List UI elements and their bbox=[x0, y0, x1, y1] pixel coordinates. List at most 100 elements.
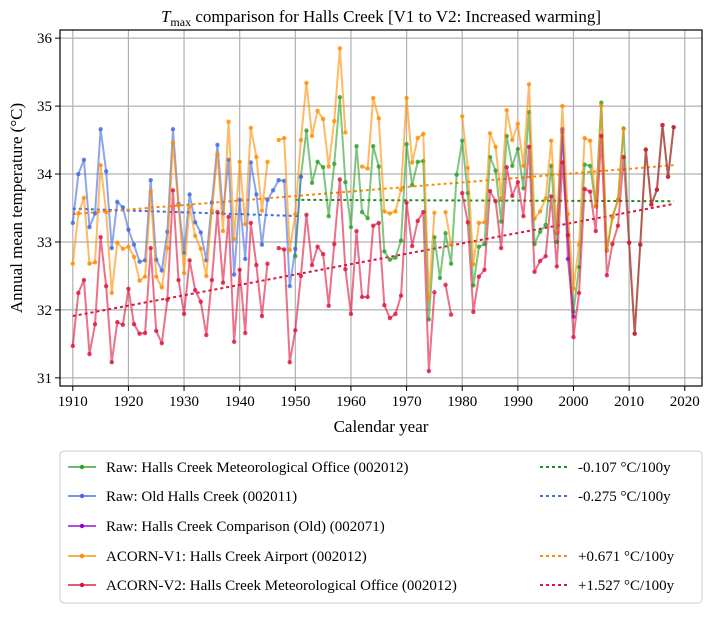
y-tick-label: 33 bbox=[37, 235, 52, 251]
data-point bbox=[209, 277, 215, 283]
data-point bbox=[560, 103, 565, 109]
data-point bbox=[371, 223, 376, 228]
legend-entry: Raw: Halls Creek Meteorological Office (… bbox=[68, 460, 409, 476]
data-point bbox=[510, 137, 515, 143]
data-point bbox=[131, 254, 137, 260]
x-tick-label: 1920 bbox=[113, 394, 143, 410]
data-point bbox=[443, 209, 448, 215]
data-point bbox=[476, 274, 482, 279]
data-point bbox=[148, 245, 153, 251]
data-point bbox=[504, 165, 509, 170]
data-point bbox=[265, 261, 270, 266]
data-point bbox=[326, 303, 331, 309]
legend-trend-entry: +1.527 °C/100y bbox=[540, 578, 675, 594]
x-tick-label: 1980 bbox=[447, 394, 477, 410]
data-point bbox=[610, 215, 615, 220]
data-point bbox=[176, 277, 181, 283]
data-point bbox=[515, 146, 521, 152]
legend-label: +0.671 °C/100y bbox=[578, 549, 675, 565]
y-tick-label: 32 bbox=[37, 303, 52, 319]
trend-line bbox=[72, 207, 301, 218]
series-line bbox=[361, 96, 436, 299]
data-point bbox=[126, 227, 131, 232]
series-line bbox=[71, 189, 269, 364]
data-point bbox=[348, 224, 354, 230]
data-point bbox=[259, 242, 265, 247]
data-point bbox=[243, 330, 248, 336]
data-point bbox=[649, 202, 654, 207]
data-point bbox=[237, 197, 242, 203]
data-point bbox=[276, 245, 281, 251]
data-point bbox=[204, 273, 209, 279]
data-point bbox=[604, 273, 610, 278]
data-point bbox=[92, 321, 98, 327]
data-series bbox=[70, 46, 676, 374]
data-point bbox=[315, 108, 320, 114]
data-point bbox=[293, 328, 298, 333]
data-point bbox=[571, 334, 576, 340]
data-point bbox=[599, 133, 604, 139]
data-point bbox=[209, 208, 215, 213]
y-tick-label: 36 bbox=[37, 31, 53, 47]
data-point bbox=[471, 309, 476, 315]
data-point bbox=[437, 275, 443, 281]
data-point bbox=[326, 164, 331, 169]
data-point bbox=[92, 260, 98, 265]
data-point bbox=[276, 177, 281, 183]
data-point bbox=[393, 311, 398, 317]
data-point bbox=[320, 251, 326, 257]
data-point bbox=[237, 159, 242, 165]
data-point bbox=[192, 288, 198, 293]
data-point bbox=[587, 189, 593, 194]
data-point bbox=[460, 114, 465, 119]
data-point bbox=[448, 261, 454, 266]
data-point bbox=[226, 119, 231, 124]
data-point bbox=[281, 247, 287, 252]
series-3 bbox=[70, 46, 626, 300]
data-point bbox=[103, 209, 109, 215]
data-point bbox=[537, 229, 543, 234]
data-point bbox=[432, 290, 437, 295]
data-point bbox=[192, 220, 198, 225]
legend-marker bbox=[79, 523, 85, 529]
data-point bbox=[109, 290, 114, 296]
legend-label: Raw: Halls Creek Meteorological Office (… bbox=[106, 460, 409, 476]
data-point bbox=[265, 159, 270, 165]
data-point bbox=[465, 165, 470, 171]
data-point bbox=[248, 220, 254, 226]
data-point bbox=[148, 177, 153, 183]
data-point bbox=[115, 319, 120, 325]
legend-label: +1.527 °C/100y bbox=[578, 578, 675, 594]
data-point bbox=[70, 343, 75, 349]
data-point bbox=[398, 293, 404, 298]
data-point bbox=[621, 126, 626, 131]
y-tick-label: 35 bbox=[37, 99, 52, 115]
data-point bbox=[415, 135, 420, 141]
data-point bbox=[454, 172, 459, 177]
data-point bbox=[382, 302, 387, 308]
data-point bbox=[243, 256, 248, 262]
data-point bbox=[471, 262, 476, 267]
data-point bbox=[549, 138, 554, 143]
data-point bbox=[159, 340, 165, 346]
legend-marker bbox=[79, 493, 85, 499]
data-point bbox=[404, 141, 409, 147]
y-tick-label: 34 bbox=[37, 167, 53, 183]
data-point bbox=[498, 245, 504, 251]
data-point bbox=[426, 368, 432, 374]
x-tick-label: 1950 bbox=[280, 394, 310, 410]
data-point bbox=[315, 159, 320, 165]
data-point bbox=[248, 125, 254, 131]
data-point bbox=[120, 205, 126, 210]
data-point bbox=[231, 272, 237, 277]
data-point bbox=[365, 166, 370, 171]
data-point bbox=[521, 163, 526, 169]
legend-marker bbox=[79, 582, 85, 588]
data-point bbox=[443, 230, 448, 236]
data-point bbox=[465, 220, 470, 225]
data-point bbox=[215, 142, 220, 148]
data-point bbox=[532, 216, 537, 222]
data-point bbox=[382, 249, 387, 254]
data-point bbox=[276, 137, 281, 143]
data-point bbox=[543, 196, 548, 201]
